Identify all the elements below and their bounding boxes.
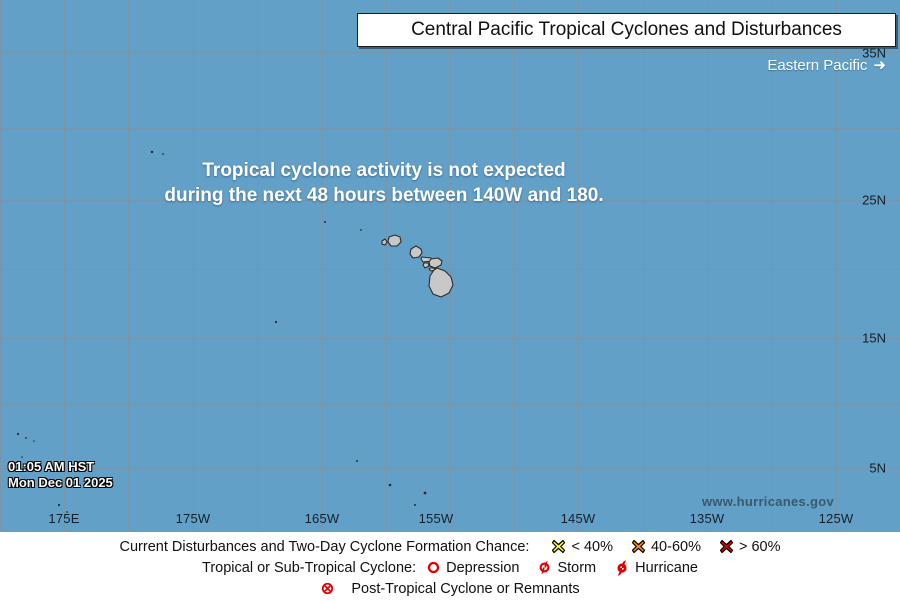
no-activity-message: Tropical cyclone activity is not expecte… bbox=[0, 158, 768, 208]
legend-chance-medium-label: 40-60% bbox=[650, 538, 701, 555]
legend-row-formation-chance: Current Disturbances and Two-Day Cyclone… bbox=[0, 536, 900, 557]
lat-label: 35N bbox=[862, 45, 886, 61]
legend-chance-medium: 40-60% bbox=[631, 539, 701, 555]
arrow-right-icon: ➜ bbox=[873, 57, 886, 74]
map-legend: Current Disturbances and Two-Day Cyclone… bbox=[0, 532, 900, 601]
legend-depression-label: Depression bbox=[446, 559, 520, 576]
message-line-2: during the next 48 hours between 140W an… bbox=[164, 185, 604, 206]
central-pacific-map[interactable]: 175E 175W 165W 155W 145W 135W 125W 35N 2… bbox=[0, 0, 900, 532]
depression-circle-icon bbox=[427, 561, 440, 574]
site-watermark: www.hurricanes.gov bbox=[701, 494, 834, 509]
legend-post-tropical: Post-Tropical Cyclone or Remnants bbox=[320, 580, 580, 597]
lon-label: 155W bbox=[418, 511, 454, 526]
eastern-pacific-label: Eastern Pacific bbox=[767, 57, 868, 74]
issuance-timestamp: 01:05 AM HST Mon Dec 01 2025 bbox=[8, 459, 113, 491]
legend-row-cyclone-types: Tropical or Sub-Tropical Cyclone: Depres… bbox=[0, 557, 900, 578]
lon-label: 135W bbox=[689, 511, 725, 526]
legend-chance-high-label: > 60% bbox=[738, 538, 781, 555]
legend-storm-label: Storm bbox=[557, 559, 597, 576]
lon-label: 145W bbox=[560, 511, 596, 526]
legend-chance-low: < 40% bbox=[551, 539, 613, 555]
x-mark-orange-icon bbox=[631, 539, 646, 554]
legend-chance-high: > 60% bbox=[719, 539, 781, 555]
lon-label: 175W bbox=[175, 511, 211, 526]
page-title: Central Pacific Tropical Cyclones and Di… bbox=[411, 19, 842, 40]
eastern-pacific-link[interactable]: Eastern Pacific ➜ bbox=[767, 57, 886, 74]
lat-label: 15N bbox=[862, 330, 886, 346]
hurricane-swirl-icon bbox=[617, 559, 627, 576]
lat-label: 5N bbox=[869, 460, 886, 476]
legend-chance-low-label: < 40% bbox=[571, 538, 613, 555]
legend-depression: Depression bbox=[426, 560, 519, 576]
post-tropical-circle-x-icon bbox=[322, 582, 334, 595]
timestamp-time: 01:05 AM HST bbox=[8, 459, 95, 474]
cyclone-type-label: Tropical or Sub-Tropical Cyclone: bbox=[202, 559, 417, 576]
lon-label: 165W bbox=[304, 511, 340, 526]
legend-hurricane: Hurricane bbox=[614, 560, 698, 576]
storm-swirl-icon bbox=[540, 561, 550, 574]
legend-post-tropical-label: Post-Tropical Cyclone or Remnants bbox=[351, 580, 580, 597]
legend-storm: Storm bbox=[537, 560, 596, 576]
x-mark-yellow-icon bbox=[552, 539, 566, 554]
lat-label: 25N bbox=[862, 192, 886, 208]
timestamp-date: Mon Dec 01 2025 bbox=[8, 475, 113, 490]
legend-hurricane-label: Hurricane bbox=[635, 559, 698, 576]
formation-chance-label: Current Disturbances and Two-Day Cyclone… bbox=[119, 538, 530, 555]
legend-row-post-tropical: Post-Tropical Cyclone or Remnants bbox=[0, 578, 900, 599]
hawaiian-islands bbox=[16, 150, 454, 513]
lon-label: 125W bbox=[818, 511, 854, 526]
page-title-card: Central Pacific Tropical Cyclones and Di… bbox=[357, 13, 896, 47]
lon-label: 175E bbox=[48, 511, 80, 526]
message-line-1: Tropical cyclone activity is not expecte… bbox=[202, 160, 566, 181]
x-mark-red-icon bbox=[719, 539, 734, 554]
